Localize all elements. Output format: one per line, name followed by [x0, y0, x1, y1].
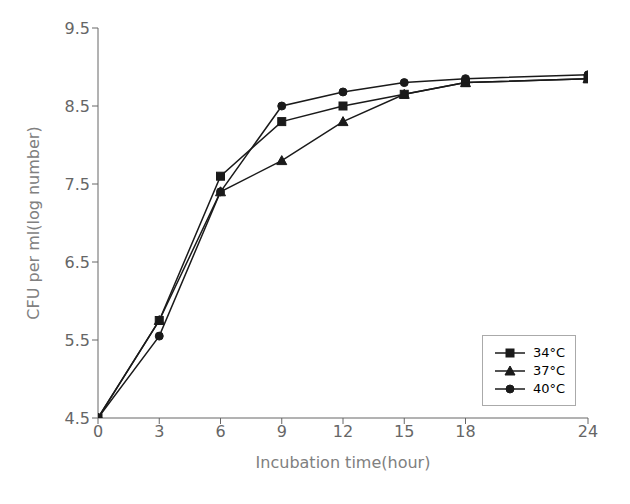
- html-text:34°C: 34°C: [532, 345, 565, 360]
- svg-text:7.5: 7.5: [65, 175, 90, 194]
- svg-text:5.5: 5.5: [65, 331, 90, 350]
- svg-text:9: 9: [277, 422, 287, 441]
- svg-text:0: 0: [93, 422, 103, 441]
- svg-text:15: 15: [394, 422, 414, 441]
- svg-text:Incubation time(hour): Incubation time(hour): [256, 453, 431, 472]
- svg-text:9.5: 9.5: [65, 19, 90, 38]
- html-text:37°C: 37°C: [532, 363, 565, 378]
- svg-text:24: 24: [578, 422, 598, 441]
- svg-text:6: 6: [215, 422, 225, 441]
- svg-text:18: 18: [455, 422, 475, 441]
- svg-text:CFU per ml(log number): CFU per ml(log number): [24, 126, 43, 319]
- svg-text:12: 12: [333, 422, 353, 441]
- svg-text:4.5: 4.5: [65, 409, 90, 428]
- svg-text:3: 3: [154, 422, 164, 441]
- svg-text:8.5: 8.5: [65, 97, 90, 116]
- html-text:40°C: 40°C: [532, 381, 565, 396]
- svg-text:6.5: 6.5: [65, 253, 90, 272]
